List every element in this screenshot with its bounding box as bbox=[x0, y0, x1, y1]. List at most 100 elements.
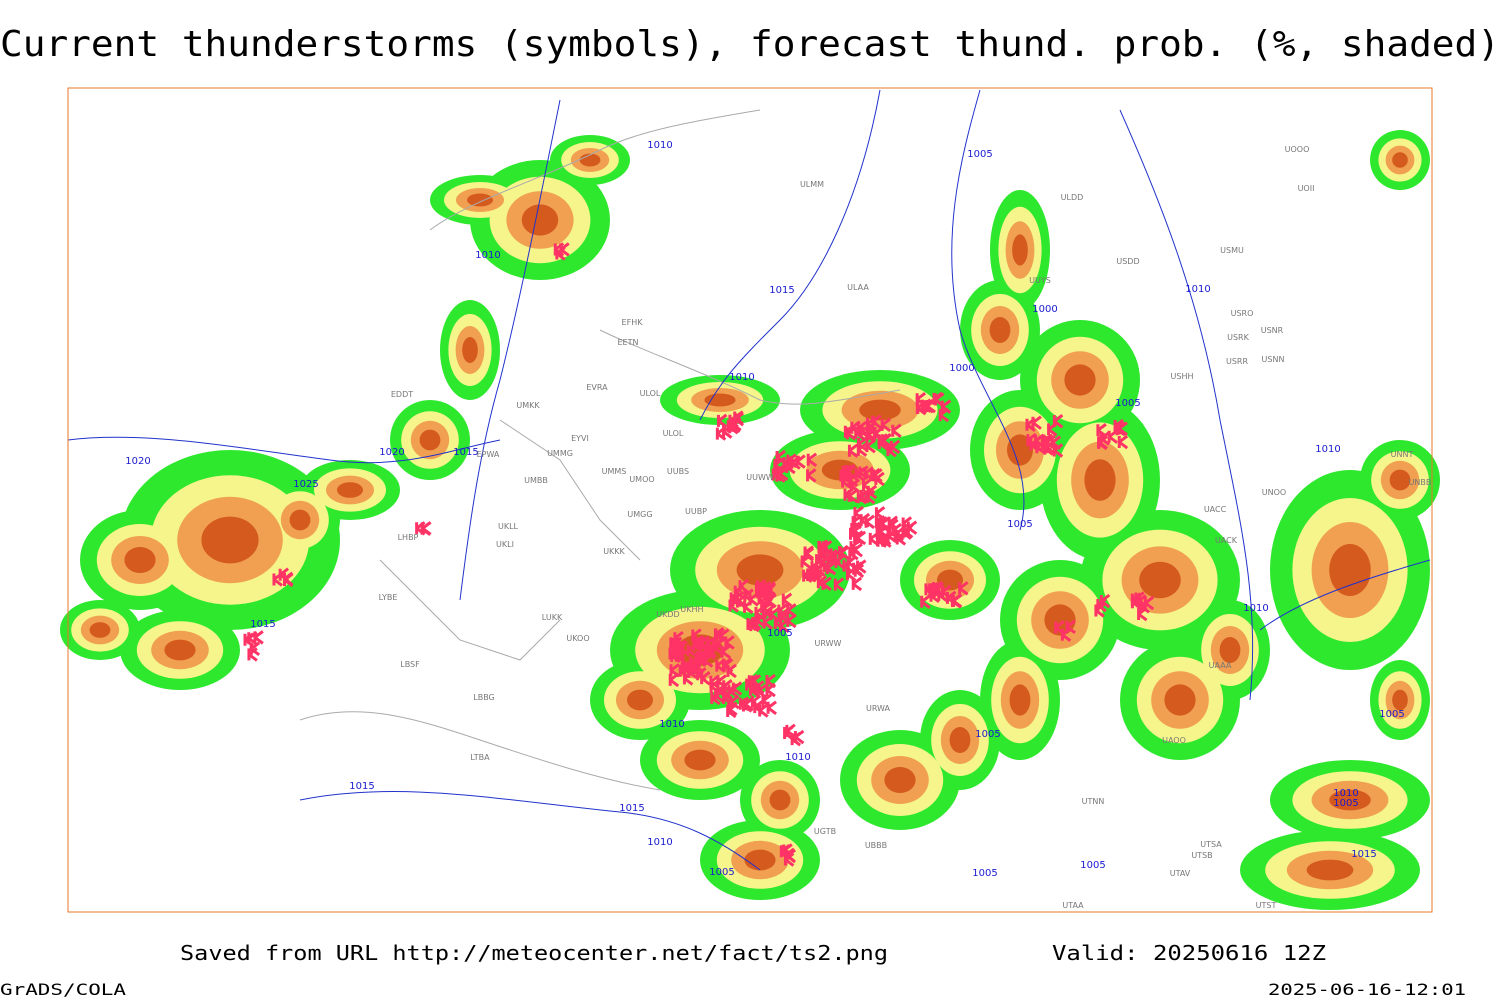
station-code: ULAA bbox=[847, 283, 869, 292]
shaded-area bbox=[419, 429, 441, 451]
isobar-label: 1010 bbox=[1185, 284, 1210, 295]
station-code: LBBG bbox=[473, 693, 495, 702]
station-code: EVRA bbox=[586, 383, 608, 392]
storm-symbol bbox=[756, 578, 767, 594]
station-code: UKKK bbox=[603, 547, 625, 556]
isobar-label: 1005 bbox=[1379, 709, 1404, 720]
storm-symbol bbox=[746, 616, 757, 632]
station-code: UNOO bbox=[1262, 488, 1286, 497]
storm-symbol bbox=[742, 698, 753, 713]
storm-symbol bbox=[1099, 431, 1111, 446]
station-code: UMGG bbox=[627, 510, 652, 519]
station-code: UNBB bbox=[1409, 478, 1432, 487]
coastline bbox=[599, 329, 901, 405]
storm-symbol bbox=[932, 580, 943, 596]
station-code: USNR bbox=[1261, 326, 1284, 335]
storm-symbol bbox=[920, 594, 931, 609]
storm-symbol bbox=[738, 578, 749, 594]
station-code: UMBB bbox=[524, 476, 548, 485]
storm-symbol bbox=[729, 694, 740, 710]
coastline bbox=[299, 711, 661, 791]
station-code: EETN bbox=[618, 338, 639, 347]
station-code: UUYS bbox=[1029, 276, 1051, 285]
border bbox=[379, 559, 561, 661]
storm-symbol bbox=[247, 647, 258, 662]
station-code: UOII bbox=[1298, 184, 1315, 193]
storm-symbol bbox=[806, 452, 818, 467]
shaded-area bbox=[937, 569, 963, 591]
storm-symbol bbox=[758, 703, 769, 718]
station-code: EPWA bbox=[477, 450, 500, 459]
storm-symbol bbox=[1047, 422, 1058, 437]
storm-symbol bbox=[718, 628, 730, 643]
storm-symbol bbox=[817, 545, 829, 560]
shaded-area bbox=[769, 789, 791, 811]
storm-symbol bbox=[863, 466, 874, 481]
isobar-label: 1005 bbox=[709, 867, 734, 878]
storm-symbol bbox=[727, 683, 738, 698]
storm-symbol bbox=[765, 673, 776, 689]
station-code: UTAA bbox=[1062, 901, 1084, 910]
storm-symbol bbox=[559, 242, 570, 257]
storm-symbol bbox=[779, 608, 790, 624]
station-code: UMOO bbox=[629, 475, 654, 484]
software: GrADS/COLA bbox=[0, 980, 126, 999]
coastline bbox=[429, 109, 761, 231]
storm-symbol bbox=[769, 607, 780, 622]
shaded-area bbox=[289, 509, 311, 531]
isobar-label: 1010 bbox=[659, 719, 684, 730]
shaded-area bbox=[736, 554, 784, 586]
storm-symbol bbox=[958, 581, 969, 596]
storm-symbol bbox=[730, 418, 741, 433]
storm-symbol bbox=[847, 443, 859, 458]
station-code: UUWW bbox=[746, 473, 774, 482]
shaded-area bbox=[579, 153, 601, 167]
isobar-label: 1015 bbox=[619, 803, 644, 814]
storm-symbol bbox=[1096, 597, 1107, 613]
isobar-label: 1005 bbox=[1333, 798, 1358, 809]
shaded-area bbox=[467, 193, 493, 207]
shaded-area bbox=[884, 767, 916, 793]
isobar bbox=[67, 436, 501, 464]
storm-symbol bbox=[851, 514, 863, 530]
shaded-area bbox=[627, 689, 653, 711]
isobar-label: 1020 bbox=[125, 456, 150, 467]
isobar-label: 1015 bbox=[250, 619, 275, 630]
station-code: UUBS bbox=[667, 467, 689, 476]
storm-symbol bbox=[1043, 441, 1054, 456]
storm-symbol bbox=[1117, 434, 1129, 450]
storm-symbol bbox=[1113, 418, 1124, 434]
station-code: UUBP bbox=[685, 507, 707, 516]
station-code: UMMS bbox=[602, 467, 627, 476]
isobar-label: 1000 bbox=[949, 363, 974, 374]
isobar-label: 1010 bbox=[647, 837, 672, 848]
border bbox=[499, 419, 641, 561]
station-code: UGTB bbox=[814, 827, 836, 836]
shaded-area bbox=[1064, 364, 1096, 396]
isobar-label: 1010 bbox=[1333, 788, 1358, 799]
shaded-area bbox=[124, 547, 156, 573]
station-code: LYBE bbox=[379, 593, 398, 602]
station-code: LBSF bbox=[400, 660, 420, 669]
thunderstorm-symbols bbox=[243, 242, 1155, 867]
storm-symbol bbox=[845, 567, 857, 582]
station-code: UKDD bbox=[656, 610, 679, 619]
storm-symbol bbox=[878, 517, 890, 532]
isobar-label: 1005 bbox=[967, 149, 992, 160]
storm-symbol bbox=[854, 425, 865, 441]
isobar bbox=[459, 99, 561, 601]
storm-symbol bbox=[932, 391, 943, 407]
station-code: UAOO bbox=[1162, 736, 1186, 745]
storm-symbol bbox=[833, 577, 845, 592]
storm-symbol bbox=[856, 442, 868, 457]
station-code: UBBB bbox=[865, 841, 887, 850]
shaded-area bbox=[1306, 859, 1354, 881]
coastlines bbox=[299, 109, 901, 791]
storm-symbol bbox=[722, 658, 734, 673]
shaded-area bbox=[1329, 789, 1371, 811]
station-code: UMMG bbox=[547, 449, 573, 458]
isobars bbox=[67, 89, 1431, 871]
storm-symbol bbox=[421, 521, 432, 536]
map-labels: 1010101010051015100010101010100010051020… bbox=[125, 140, 1431, 910]
station-code: UTNN bbox=[1082, 797, 1105, 806]
